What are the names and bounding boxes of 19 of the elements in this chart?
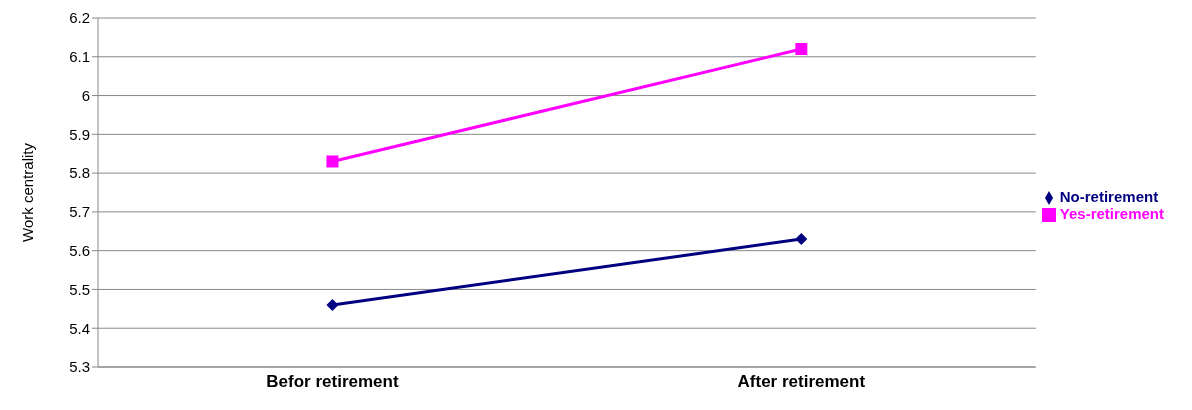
y-axis-title: Work centrality	[19, 142, 37, 242]
point	[795, 43, 808, 56]
legend-label: No-retirement	[1059, 187, 1159, 205]
y-tick-label: 5.9	[69, 125, 90, 143]
y-tick-label: 5.4	[69, 319, 90, 337]
y-tick-label: 5.3	[69, 358, 90, 376]
y-tick-label: 5.8	[69, 164, 90, 182]
y-tick-label: 6.1	[69, 48, 90, 66]
legend-label: Yes-retirement	[1059, 205, 1164, 222]
y-tick-label: 5.7	[69, 203, 90, 221]
x-tick-label: Befor retirement	[266, 372, 399, 392]
y-tick-label: 6.2	[69, 9, 90, 27]
y-tick-label: 5.5	[69, 280, 90, 298]
point	[795, 233, 808, 246]
y-tick-label: 6	[81, 86, 90, 104]
y-tick-label: 5.6	[69, 241, 90, 259]
point	[326, 155, 339, 168]
point	[326, 298, 339, 311]
x-tick-label: After retirement	[737, 372, 866, 392]
